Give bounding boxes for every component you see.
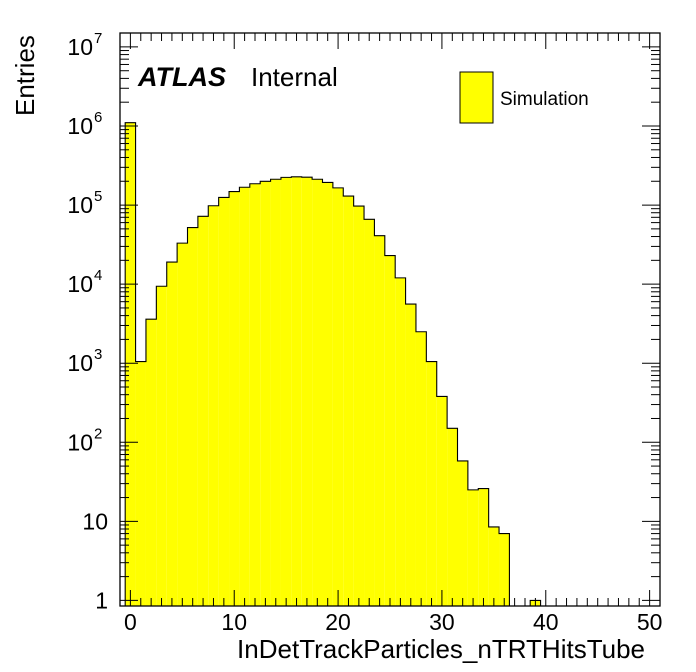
y-tick-label: 10 (67, 192, 93, 218)
histogram-bar (374, 235, 385, 606)
histogram-bar (197, 216, 209, 606)
x-tick-label: 50 (637, 609, 663, 635)
y-tick-label: 10 (67, 350, 93, 376)
histogram-bar (260, 181, 271, 606)
histogram-bar (125, 122, 136, 606)
x-tick-label: 20 (325, 609, 351, 635)
x-tick-label: 40 (533, 609, 559, 635)
histogram-bar (229, 191, 240, 607)
histogram-bar (343, 196, 354, 606)
histogram-bar (478, 488, 489, 606)
x-tick-label: 10 (221, 609, 247, 635)
y-tick-exponent: 3 (94, 346, 102, 363)
legend-swatch (459, 71, 494, 124)
histogram-bar (395, 277, 406, 606)
histogram-bar (488, 526, 500, 606)
y-tick-label: 10 (67, 34, 93, 60)
axis-ticks (120, 33, 660, 606)
y-tick-label: 10 (67, 271, 93, 297)
histogram-bar (405, 304, 416, 606)
atlas-label: ATLAS (137, 62, 226, 92)
histogram-bar (353, 206, 365, 606)
y-tick-exponent: 4 (94, 267, 102, 284)
histogram-bar (145, 319, 157, 606)
x-axis-title: InDetTrackParticles_nTRTHitsTube (237, 634, 645, 664)
histogram-bar (301, 177, 313, 606)
histogram-bar (249, 183, 261, 606)
histogram-bar (467, 489, 479, 606)
histogram-bar (312, 179, 323, 606)
histogram-bar (384, 255, 396, 606)
histogram-bar (447, 428, 458, 606)
histogram-bar (291, 176, 302, 606)
legend: Simulation (459, 71, 589, 124)
histogram-bar (135, 361, 146, 606)
histogram-bar (322, 182, 333, 606)
y-tick-label: 10 (82, 508, 108, 534)
histogram-bar (436, 396, 448, 606)
y-tick-label: 10 (67, 113, 93, 139)
x-tick-label: 0 (124, 609, 137, 635)
x-tick-label: 30 (429, 609, 455, 635)
histogram-bar (270, 179, 281, 606)
histogram-bar (239, 187, 250, 606)
histogram-bar (457, 460, 468, 606)
histogram-bar (499, 533, 510, 606)
histogram-bar (364, 219, 375, 606)
histogram-bar (415, 331, 427, 606)
y-tick-exponent: 5 (94, 188, 102, 205)
histogram-bar (166, 262, 178, 606)
histogram-bar (177, 243, 188, 606)
y-tick-exponent: 7 (94, 30, 102, 47)
histogram-bar (426, 361, 437, 606)
y-tick-exponent: 6 (94, 109, 102, 126)
internal-label: Internal (251, 62, 338, 92)
histogram-bar (187, 227, 198, 606)
legend-label: Simulation (500, 89, 589, 110)
histogram-bar (332, 187, 344, 606)
histogram-bar (218, 197, 230, 606)
histogram-bar (208, 205, 219, 607)
histogram-bars (125, 122, 541, 607)
y-tick-label: 1 (95, 587, 108, 613)
y-tick-exponent: 2 (94, 425, 102, 442)
histogram-bar (280, 177, 292, 606)
histogram-bar (156, 286, 167, 606)
y-tick-label: 10 (67, 429, 93, 455)
y-axis-title: Entries (10, 35, 40, 116)
